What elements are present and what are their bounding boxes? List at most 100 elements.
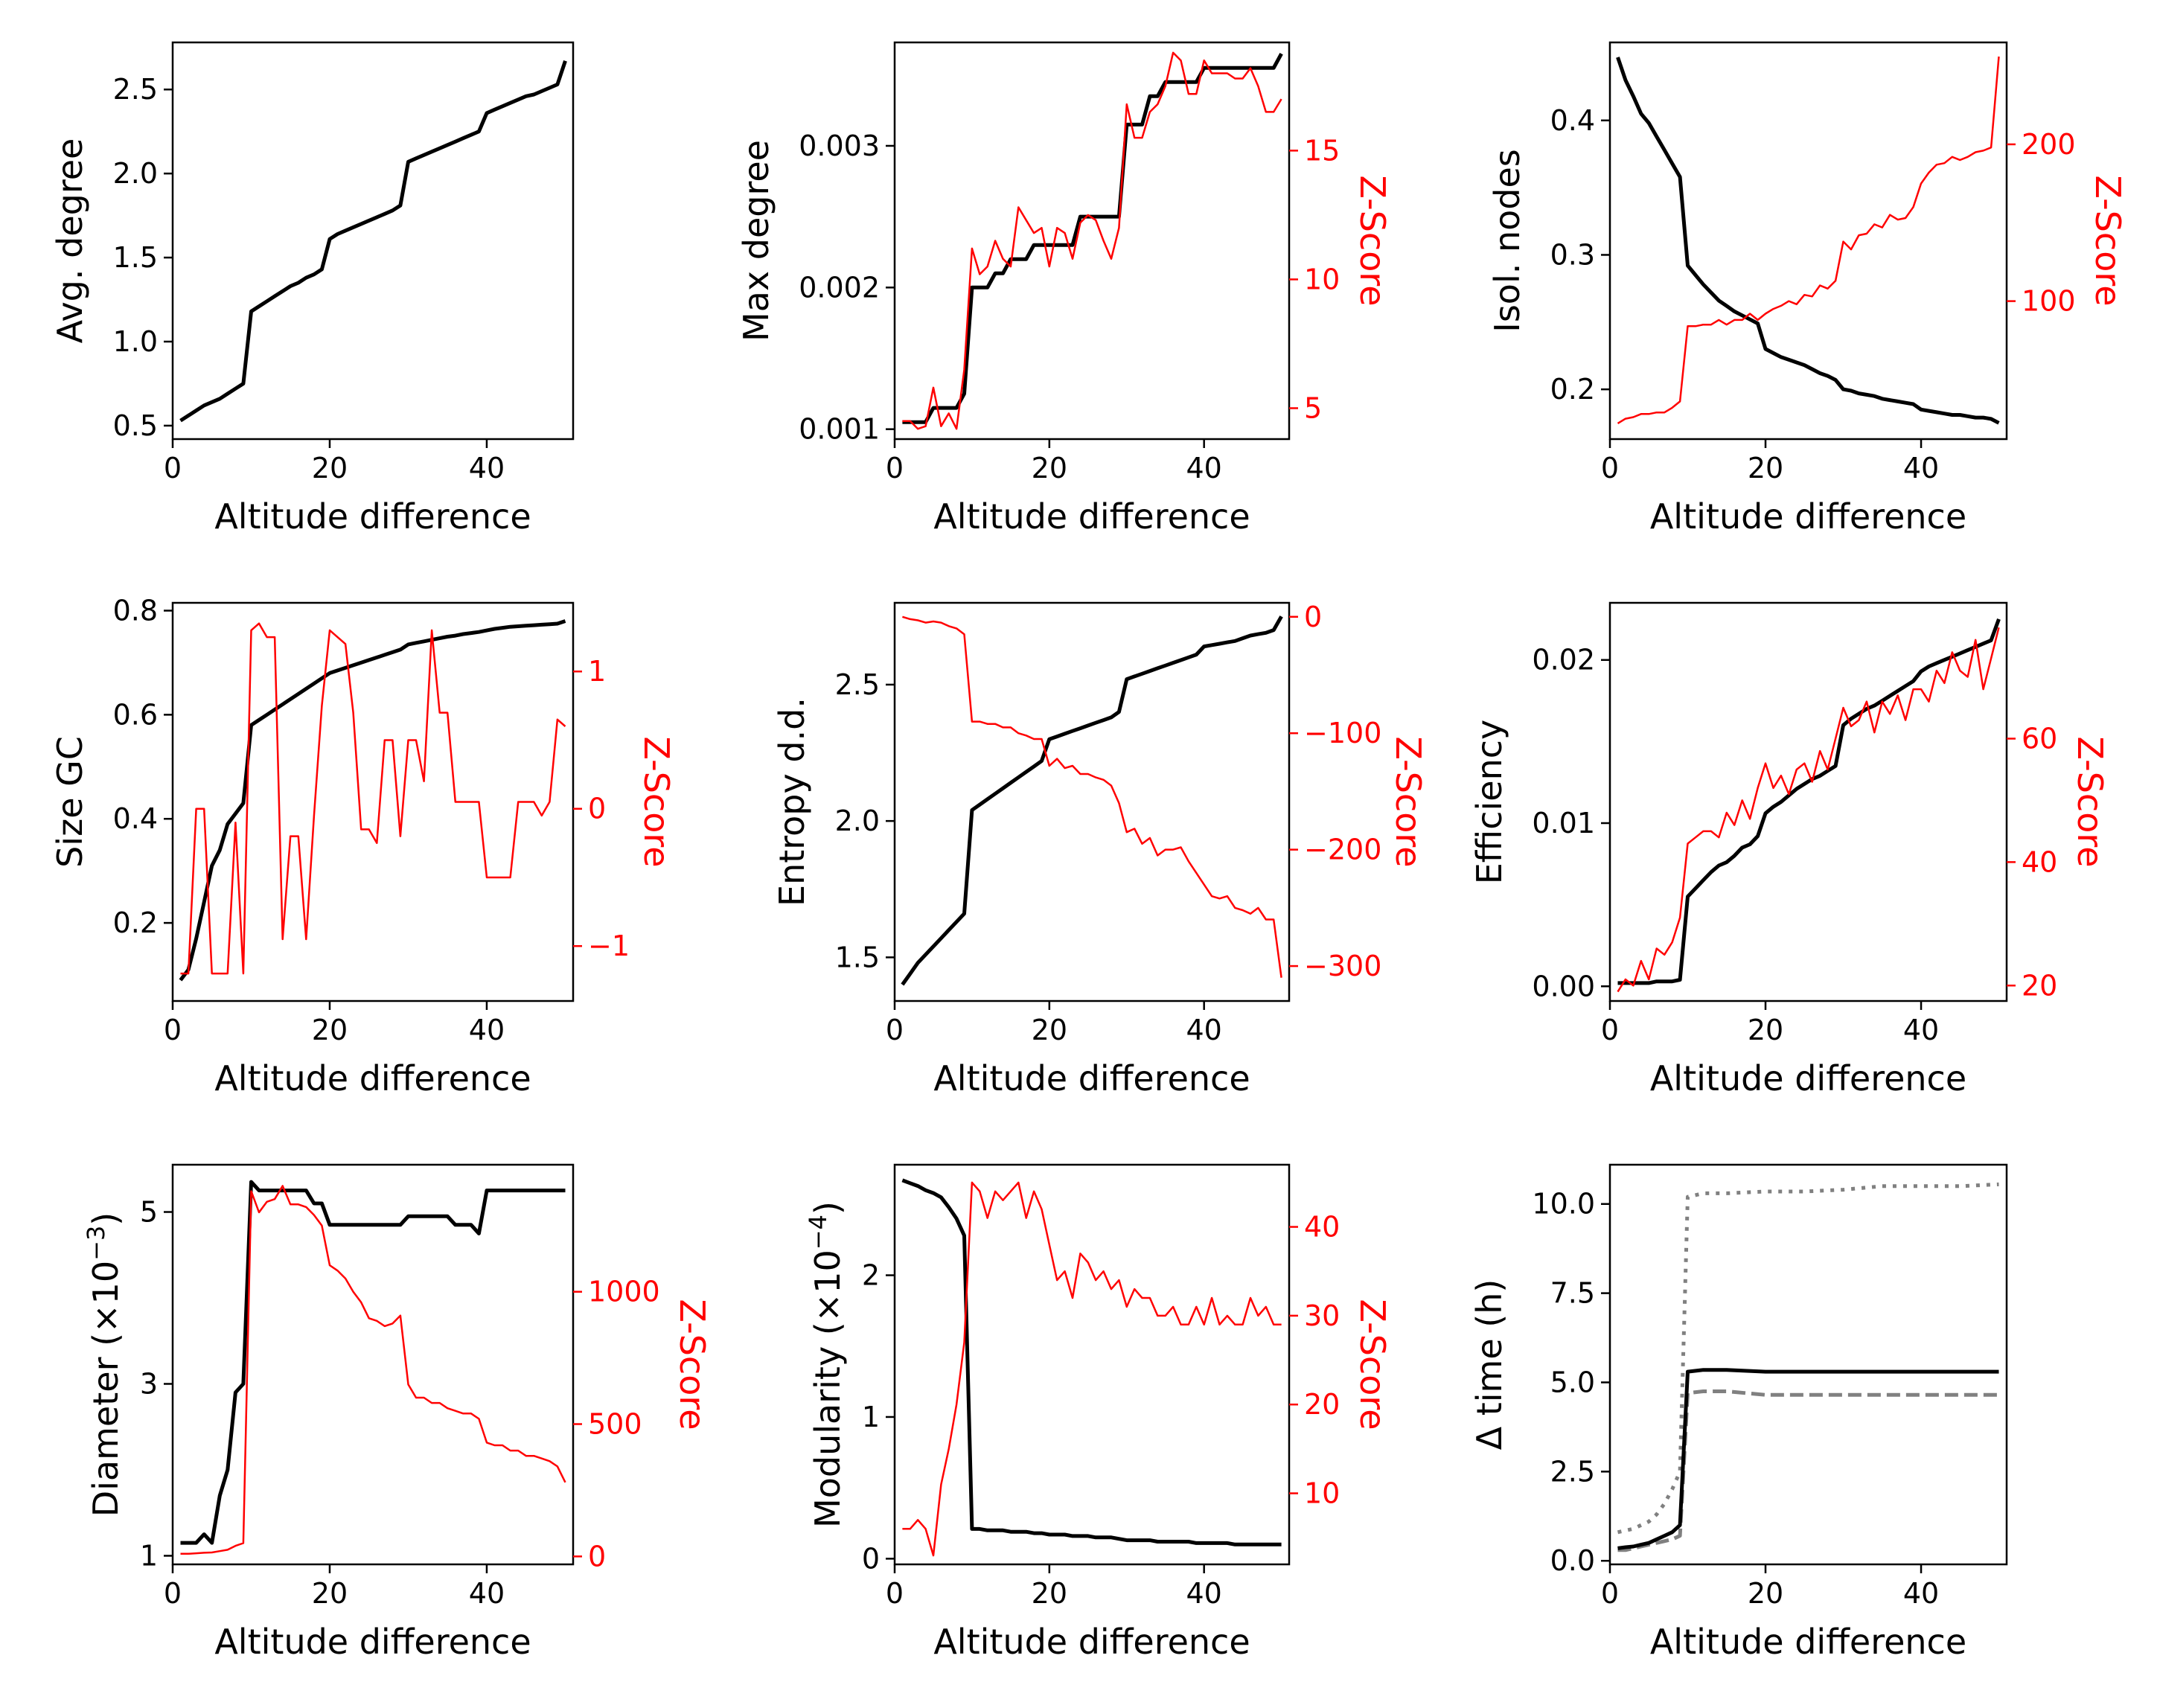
x-tick-label: 20 <box>312 452 348 484</box>
y-tick-label: 1 <box>140 1539 158 1572</box>
y-tick-label: 0.6 <box>113 698 158 731</box>
x-axis-label: Altitude difference <box>1650 496 1966 537</box>
y-right-tick-label: 100 <box>2022 285 2076 318</box>
y-tick-label: 7.5 <box>1550 1277 1595 1310</box>
x-tick-label: 0 <box>886 452 904 484</box>
x-tick-label: 0 <box>1601 1014 1619 1046</box>
y-tick-label: 0.4 <box>1550 104 1595 137</box>
y-tick-label: 0.001 <box>799 413 880 446</box>
y-tick-label: 5.0 <box>1550 1366 1595 1398</box>
y-axis-label: Diameter (×10−3) <box>82 1212 126 1517</box>
panel-6: 0 20 40 0.00 0.01 0.02 20 40 60 Altitude differen… <box>1469 601 2110 1098</box>
y-right-tick-label: 5 <box>1304 391 1322 424</box>
series-line-1 <box>901 1178 1282 1547</box>
y-tick-label: 0.5 <box>113 409 158 442</box>
y-right-tick-label: 10 <box>1304 1477 1340 1510</box>
y-tick-label: 0.2 <box>113 906 158 939</box>
y-tick-label: 2.0 <box>835 805 880 837</box>
y-right-tick-label: −200 <box>1304 834 1381 866</box>
series-line-3 <box>1617 1368 1999 1550</box>
y-tick-label: 0.2 <box>1550 373 1595 406</box>
y-tick-label: 0.01 <box>1532 807 1595 839</box>
y-tick-label: 2.5 <box>835 668 880 701</box>
x-tick-label: 20 <box>1032 452 1067 484</box>
y-right-axis-label: Z-Score <box>1388 736 1428 867</box>
y-tick-label: 1.5 <box>113 241 158 274</box>
x-tick-label: 20 <box>1748 452 1783 484</box>
x-tick-label: 40 <box>469 1577 505 1610</box>
x-tick-label: 40 <box>1186 452 1222 484</box>
series-line-2 <box>902 615 1282 978</box>
y-right-tick-label: 0 <box>588 793 606 825</box>
y-tick-label: 2 <box>862 1259 880 1292</box>
y-tick-label: 0 <box>862 1542 880 1575</box>
x-tick-label: 20 <box>312 1014 348 1046</box>
y-right-tick-label: 40 <box>2022 845 2057 878</box>
y-right-axis-label: Z-Score <box>2070 736 2110 867</box>
series-line-2 <box>902 51 1282 430</box>
y-axis-label: Entropy d.d. <box>772 697 812 906</box>
series-line-1 <box>901 615 1283 986</box>
x-tick-label: 0 <box>164 1577 182 1610</box>
y-tick-label: 0.4 <box>113 802 158 835</box>
y-right-tick-label: 60 <box>2022 722 2057 755</box>
x-axis-label: Altitude difference <box>933 1622 1250 1662</box>
axes-frame <box>893 1163 1291 1566</box>
y-axis-label: Modularity (×10−4) <box>804 1201 848 1528</box>
y-right-tick-label: 200 <box>2022 128 2076 161</box>
y-right-tick-label: −100 <box>1304 717 1381 749</box>
panel-7: 0 20 40 1 3 5 0 500 1000 Altitude difference Diame… <box>82 1163 712 1662</box>
y-tick-label: 1.0 <box>113 325 158 358</box>
series-line-1 <box>1617 1182 1999 1535</box>
x-axis-label: Altitude difference <box>933 496 1250 537</box>
series-line-2 <box>1617 1389 1999 1552</box>
y-right-axis-label: Z-Score <box>1352 175 1393 306</box>
series-line-2 <box>1617 56 2000 424</box>
panel-3: 0 20 40 0.2 0.3 0.4 100 200 Altitude difference I… <box>1487 41 2128 537</box>
series-line-1 <box>1617 618 2001 985</box>
y-right-axis-label: Z-Score <box>672 1299 712 1430</box>
x-tick-label: 40 <box>1903 1577 1939 1610</box>
panel-8: 0 20 40 0 1 2 10 20 30 40 Altitude difference Modul… <box>804 1163 1393 1662</box>
x-tick-label: 0 <box>886 1014 904 1046</box>
x-tick-label: 40 <box>1903 452 1939 484</box>
x-axis-label: Altitude difference <box>1650 1058 1966 1098</box>
y-tick-label: 1.5 <box>835 941 880 973</box>
axes-frame <box>1608 41 2008 441</box>
panel-2: 0 20 40 0.001 0.002 0.003 5 10 15 Altitude differ… <box>736 41 1393 537</box>
series-line-1 <box>180 1180 566 1545</box>
series-line-2 <box>180 622 566 975</box>
x-axis-label: Altitude difference <box>214 1622 531 1662</box>
y-tick-label: 2.5 <box>113 73 158 106</box>
x-tick-label: 40 <box>1186 1577 1222 1610</box>
y-tick-label: 5 <box>140 1196 158 1229</box>
y-tick-label: 3 <box>140 1367 158 1400</box>
axes-frame <box>171 41 575 441</box>
y-right-axis-label: Z-Score <box>2088 175 2128 306</box>
x-axis-label: Altitude difference <box>214 1058 531 1098</box>
y-axis-label: Avg. degree <box>50 138 90 344</box>
y-axis-label: Δ time (h) <box>1469 1279 1509 1450</box>
panel-1: 0 20 40 0.5 1.0 1.5 2.0 2.5 Altitude difference A… <box>50 41 575 537</box>
x-tick-label: 20 <box>1748 1014 1783 1046</box>
y-tick-label: 2.0 <box>113 157 158 190</box>
panel-9: 0 20 40 0.0 2.5 5.0 7.5 10.0 Altitude difference… <box>1469 1163 2008 1662</box>
axes-frame <box>893 41 1291 441</box>
x-tick-label: 20 <box>312 1577 348 1610</box>
panel-5: 0 20 40 1.5 2.0 2.5 0 −100 −200 −300 Altitude diff… <box>772 601 1428 1098</box>
x-tick-label: 0 <box>1601 452 1619 484</box>
x-axis-label: Altitude difference <box>214 496 531 537</box>
y-tick-label: 0.3 <box>1550 238 1595 271</box>
x-tick-label: 40 <box>1186 1014 1222 1046</box>
series-line-1 <box>1616 57 2000 425</box>
y-right-tick-label: 30 <box>1304 1299 1340 1332</box>
y-right-tick-label: −300 <box>1304 950 1381 982</box>
panel-4: 0 20 40 0.2 0.4 0.6 0.8 −1 0 1 Altitude difference… <box>50 594 677 1098</box>
y-axis-label: Efficiency <box>1469 720 1509 885</box>
y-right-tick-label: 10 <box>1304 263 1340 295</box>
x-tick-label: 20 <box>1032 1577 1067 1610</box>
series-line-2 <box>902 1181 1282 1557</box>
series-line-1 <box>179 619 566 982</box>
y-right-axis-label: Z-Score <box>636 736 677 867</box>
axes-frame <box>1608 601 2008 1002</box>
